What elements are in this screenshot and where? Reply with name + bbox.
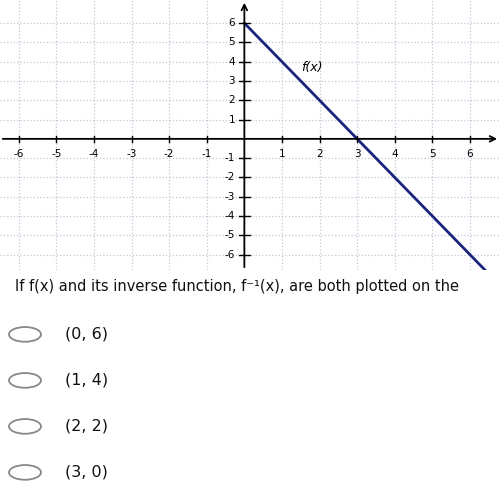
Text: -6: -6	[14, 148, 24, 158]
Text: 3: 3	[228, 76, 235, 86]
Text: -3: -3	[224, 192, 235, 202]
Text: 6: 6	[228, 18, 235, 28]
Text: 1: 1	[228, 114, 235, 124]
Text: -6: -6	[224, 250, 235, 260]
Text: -4: -4	[224, 211, 235, 221]
Text: -2: -2	[224, 172, 235, 182]
Text: 1: 1	[278, 148, 285, 158]
Text: 5: 5	[429, 148, 436, 158]
Text: -5: -5	[224, 230, 235, 240]
Text: 2: 2	[228, 96, 235, 106]
Text: -3: -3	[126, 148, 137, 158]
Text: -4: -4	[89, 148, 99, 158]
Text: 3: 3	[354, 148, 360, 158]
Text: (1, 4): (1, 4)	[65, 373, 108, 388]
Text: -2: -2	[164, 148, 174, 158]
Text: -5: -5	[51, 148, 62, 158]
Text: If f(x) and its inverse function, f⁻¹(x), are both plotted on the: If f(x) and its inverse function, f⁻¹(x)…	[15, 279, 459, 294]
Text: 2: 2	[316, 148, 323, 158]
Text: f(x): f(x)	[301, 62, 322, 74]
Text: -1: -1	[202, 148, 212, 158]
Text: -1: -1	[224, 153, 235, 163]
Text: 4: 4	[392, 148, 398, 158]
Text: (0, 6): (0, 6)	[65, 327, 108, 342]
Text: 6: 6	[466, 148, 473, 158]
Text: (2, 2): (2, 2)	[65, 419, 108, 434]
Text: 4: 4	[228, 56, 235, 66]
Text: (3, 0): (3, 0)	[65, 465, 108, 480]
Text: 5: 5	[228, 38, 235, 48]
